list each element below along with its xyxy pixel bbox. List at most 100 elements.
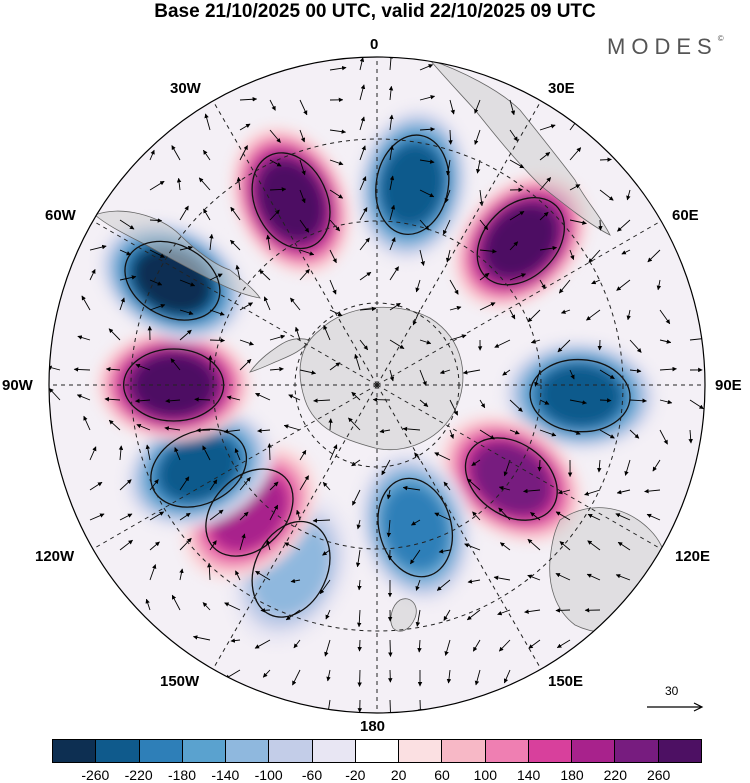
wind-vector [89, 446, 97, 461]
wind-vector [530, 512, 541, 521]
wind-vector [410, 549, 421, 565]
wind-vector [269, 209, 280, 221]
wind-vector [584, 489, 601, 496]
wind-vector [509, 129, 518, 142]
wind-vector [448, 129, 453, 145]
wind-vector [255, 392, 271, 401]
anomaly-contour-fill [258, 162, 324, 240]
wind-vector [462, 369, 481, 375]
wind-vector [411, 519, 421, 526]
wind-vector [224, 602, 241, 611]
colorbar-tick-label: -180 [167, 767, 197, 783]
wind-vector [149, 564, 157, 581]
wind-vector [556, 639, 571, 649]
wind-vector [474, 129, 481, 145]
wind-vector [439, 369, 451, 375]
wind-vector [322, 549, 331, 556]
wind-vector [419, 127, 436, 132]
wind-vector [559, 541, 571, 551]
wind-vector [239, 339, 254, 346]
colorbar-tick-label: -220 [124, 767, 153, 783]
wind-vector [498, 639, 511, 652]
wind-vector [348, 417, 361, 431]
wind-vector [389, 175, 395, 191]
wind-vector [467, 579, 481, 584]
wind-vector [528, 639, 541, 649]
wind-vector [269, 129, 281, 143]
wind-vector [359, 116, 365, 131]
wind-vector [135, 398, 151, 404]
wind-vector [539, 124, 556, 131]
colorbar-tick-label: 20 [390, 767, 407, 783]
meridian-line [376, 100, 542, 386]
wind-vector [329, 309, 343, 317]
wind-vector [652, 459, 661, 472]
wind-vector [615, 574, 631, 581]
wind-vector [444, 639, 451, 656]
wind-vector [269, 366, 284, 372]
wind-vector [352, 489, 361, 506]
wind-vector [557, 339, 571, 353]
colorbar-swatch [442, 740, 486, 762]
wind-vector [230, 638, 241, 643]
wind-vector [464, 543, 481, 551]
wind-vector [239, 302, 253, 311]
wind-vector [586, 309, 601, 321]
meridian-line [212, 100, 378, 386]
wind-vector [176, 177, 182, 191]
colorbar-tick-label: 100 [473, 767, 498, 783]
wind-vector [629, 398, 647, 404]
wind-vector [149, 279, 163, 286]
wind-vector [569, 147, 582, 161]
wind-vector [329, 159, 344, 166]
wind-vector [262, 669, 271, 678]
wind-vector [119, 297, 125, 311]
wind-vector [171, 145, 181, 161]
wind-vector [656, 279, 662, 291]
lon-label-150w: 150W [160, 673, 200, 690]
colorbar-tick-label: 60 [434, 767, 450, 783]
wind-vector [499, 542, 511, 551]
wind-vector [239, 358, 252, 371]
wind-vector [599, 157, 612, 162]
wind-vector [119, 219, 135, 230]
wind-vector [442, 219, 451, 235]
wind-vector [290, 297, 301, 311]
wind-vector [239, 96, 258, 102]
wind-vector [617, 219, 631, 232]
wind-vector [509, 241, 519, 251]
anomaly-contour-fill [485, 205, 557, 277]
wind-vector [269, 99, 276, 111]
colorbar-tick-label: 180 [560, 767, 584, 783]
wind-vector [419, 159, 435, 164]
wind-vector [179, 537, 192, 551]
colorbar-swatch [226, 740, 270, 762]
wind-vector [494, 339, 511, 348]
wind-vector [539, 211, 549, 221]
wind-vector [239, 511, 249, 521]
lon-label-60e: 60E [672, 207, 699, 224]
wind-vector [646, 513, 661, 521]
wind-vector [209, 309, 225, 316]
wind-vector [449, 429, 454, 439]
wind-vector [149, 180, 165, 191]
wind-vector [534, 369, 541, 387]
lon-label-120w: 120W [35, 548, 75, 565]
meridian-line [376, 384, 542, 670]
wind-vector [351, 391, 361, 401]
wind-vector [269, 159, 282, 167]
wind-vector [164, 426, 181, 431]
colorbar-swatch [269, 740, 313, 762]
wind-vector [203, 149, 211, 161]
wind-vector [530, 339, 541, 344]
wind-vector [203, 208, 211, 221]
wind-vector [386, 519, 392, 538]
brand-logo: MODES© [607, 34, 724, 60]
wind-vector [149, 511, 165, 521]
wind-vector [136, 423, 151, 431]
wind-vector [209, 509, 224, 521]
wind-vector [503, 669, 511, 684]
latitude-circle [130, 138, 624, 632]
wind-vector [223, 429, 241, 434]
wind-vector [689, 399, 704, 410]
